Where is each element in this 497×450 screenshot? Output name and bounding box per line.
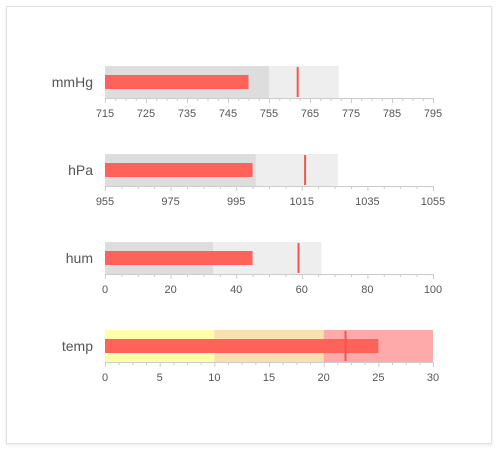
- tick-label-mmHg: 785: [383, 108, 401, 120]
- tick-label-temp: 15: [263, 372, 275, 384]
- tick-label-mmHg: 735: [178, 108, 196, 120]
- tick-label-hum: 80: [361, 284, 373, 296]
- tick-label-hPa: 1055: [421, 196, 445, 208]
- tick-label-mmHg: 725: [137, 108, 155, 120]
- tick-label-hPa: 975: [161, 196, 179, 208]
- tick-label-temp: 20: [318, 372, 330, 384]
- tick-label-hum: 40: [230, 284, 242, 296]
- value-bar-hPa: [105, 163, 253, 177]
- range-mmHg-1: [269, 66, 339, 98]
- row-label-hPa: hPa: [68, 162, 93, 178]
- tick-label-mmHg: 795: [424, 108, 442, 120]
- tick-label-hPa: 995: [227, 196, 245, 208]
- tick-label-hPa: 955: [96, 196, 114, 208]
- tick-label-hPa: 1015: [290, 196, 314, 208]
- value-bar-mmHg: [105, 75, 249, 89]
- tick-label-temp: 10: [208, 372, 220, 384]
- tick-label-temp: 30: [427, 372, 439, 384]
- tick-label-hum: 100: [424, 284, 442, 296]
- tick-label-hum: 60: [296, 284, 308, 296]
- tick-label-mmHg: 765: [301, 108, 319, 120]
- tick-label-hum: 20: [164, 284, 176, 296]
- tick-label-hum: 0: [102, 284, 108, 296]
- tick-label-mmHg: 755: [260, 108, 278, 120]
- tick-label-mmHg: 745: [219, 108, 237, 120]
- range-hPa-1: [255, 154, 338, 186]
- row-label-temp: temp: [62, 338, 93, 354]
- tick-label-temp: 25: [372, 372, 384, 384]
- row-label-mmHg: mmHg: [52, 74, 93, 90]
- value-bar-temp: [105, 339, 379, 353]
- tick-label-mmHg: 715: [96, 108, 114, 120]
- tick-label-temp: 0: [102, 372, 108, 384]
- row-label-hum: hum: [66, 250, 93, 266]
- tick-label-hPa: 1035: [355, 196, 379, 208]
- tick-label-mmHg: 775: [342, 108, 360, 120]
- tick-label-temp: 5: [157, 372, 163, 384]
- value-bar-hum: [105, 251, 253, 265]
